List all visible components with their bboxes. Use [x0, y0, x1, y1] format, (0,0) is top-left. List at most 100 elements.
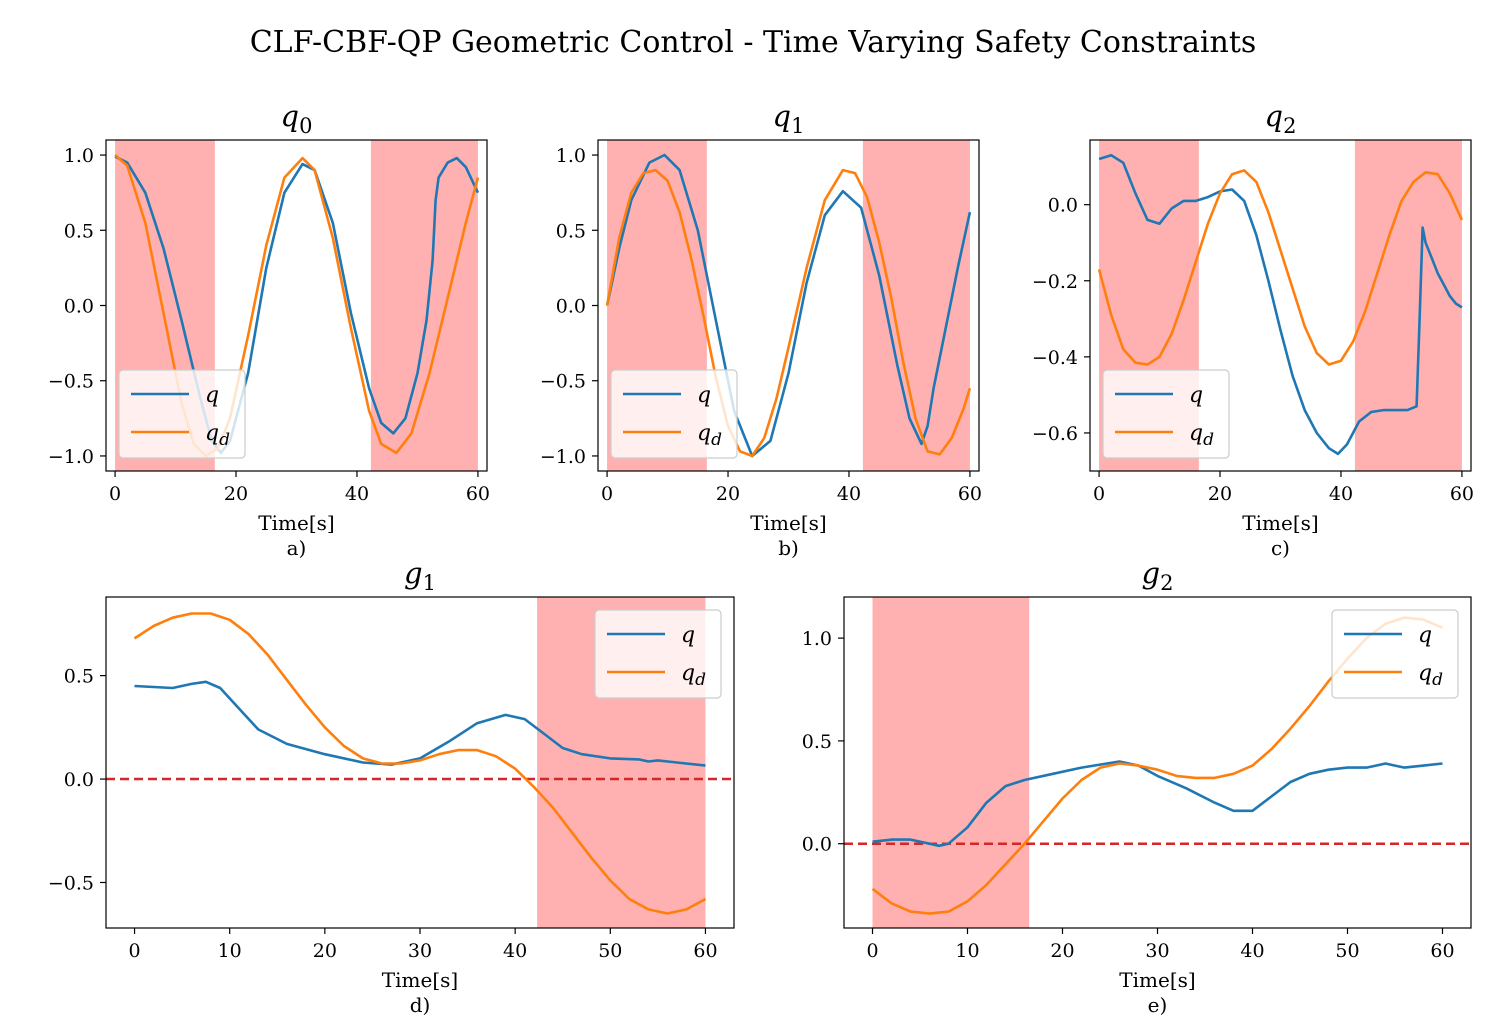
series-line-q [872, 760, 1443, 848]
y-tick-label: 0.0 [802, 834, 832, 856]
x-axis-label: Time[s] [258, 511, 334, 535]
x-tick-label: 60 [958, 483, 982, 505]
legend-label-q-d: qd [1418, 661, 1443, 690]
panel-title: q2 [1265, 99, 1297, 138]
x-tick-label: 0 [601, 483, 613, 505]
panel-caption: b) [778, 536, 799, 560]
chart-q2: 0 20 40 60 0.0 −0.2 −0.4 −0.6 Time[s]c) q2 q qd [1032, 99, 1474, 560]
series-line-q [605, 153, 972, 458]
y-tick-label: −0.2 [1032, 271, 1078, 293]
chart-q1: 0 20 40 60 1.0 0.5 0.0 −0.5 −1.0 Time[s]b) q1 q qd [540, 99, 982, 560]
series-line-q [134, 680, 706, 767]
x-tick-label: 0 [128, 940, 140, 962]
y-tick-label: −1.0 [48, 446, 94, 468]
axes-frame [1089, 139, 1472, 472]
y-tick-label: −0.4 [1032, 347, 1078, 369]
y-tick-label: −0.6 [1032, 423, 1078, 445]
y-tick-label: −0.5 [540, 371, 586, 393]
panel-caption: a) [287, 536, 307, 560]
x-tick-label: 10 [955, 940, 979, 962]
figure-suptitle: CLF-CBF-QP Geometric Control - Time Vary… [250, 25, 1257, 60]
x-tick-label: 50 [1335, 940, 1359, 962]
panel-title: q1 [773, 99, 805, 138]
y-tick-label: 0.0 [64, 296, 94, 318]
legend-label-q-d: qd [681, 661, 706, 690]
x-tick-label: 20 [1208, 483, 1232, 505]
legend-label-q: q [205, 383, 219, 408]
x-tick-label: 40 [837, 483, 861, 505]
legend-label-q: q [681, 623, 695, 648]
x-tick-label: 30 [1145, 940, 1169, 962]
x-tick-label: 10 [218, 940, 242, 962]
x-axis-label: Time[s] [1242, 511, 1318, 535]
legend: q qd [1102, 369, 1230, 459]
y-tick-label: 0.0 [1048, 195, 1078, 217]
legend-label-q-d: qd [697, 421, 722, 450]
x-tick-label: 0 [1093, 483, 1105, 505]
x-tick-label: 40 [1240, 940, 1264, 962]
x-tick-label: 60 [466, 483, 490, 505]
x-tick-label: 30 [408, 940, 432, 962]
y-tick-label: 1.0 [802, 628, 832, 650]
panel-caption: e) [1148, 993, 1168, 1017]
series-line-q-d [133, 612, 707, 915]
x-tick-label: 50 [598, 940, 622, 962]
x-axis-label: Time[s] [750, 511, 826, 535]
shaded-region [1354, 140, 1462, 471]
y-tick-label: 0.0 [556, 296, 586, 318]
legend-box [118, 369, 246, 459]
x-tick-label: 0 [866, 940, 878, 962]
legend-label-q: q [1189, 383, 1203, 408]
x-tick-label: 40 [503, 940, 527, 962]
x-tick-label: 0 [109, 483, 121, 505]
legend-label-q-d: qd [205, 421, 230, 450]
series-line-q-d [1097, 169, 1464, 366]
shaded-region [370, 140, 478, 471]
y-tick-label: 0.5 [64, 220, 94, 242]
y-tick-label: 1.0 [64, 145, 94, 167]
legend-label-q: q [697, 383, 711, 408]
y-tick-label: −0.5 [48, 371, 94, 393]
legend: q qd [594, 609, 722, 699]
shaded-region [862, 140, 970, 471]
x-tick-label: 60 [1450, 483, 1474, 505]
legend-label-q: q [1418, 623, 1432, 648]
x-tick-label: 20 [1050, 940, 1074, 962]
series-line-q [1098, 153, 1463, 456]
panel-title: g1 [404, 556, 436, 595]
legend-box [1102, 369, 1230, 459]
x-axis-label: Time[s] [382, 968, 458, 992]
x-tick-label: 20 [313, 940, 337, 962]
x-tick-label: 60 [1430, 940, 1454, 962]
shaded-region [872, 597, 1030, 928]
legend-box [1331, 609, 1459, 699]
x-tick-label: 20 [224, 483, 248, 505]
x-axis-label: Time[s] [1119, 968, 1195, 992]
y-tick-label: −0.5 [48, 872, 94, 894]
x-tick-label: 60 [693, 940, 717, 962]
chart-g1: 0 10 20 30 40 50 60 0.5 0.0 −0.5 Time[s]d) g1 q qd [48, 556, 735, 1017]
y-tick-label: −1.0 [540, 446, 586, 468]
x-tick-label: 40 [345, 483, 369, 505]
y-tick-label: 0.5 [802, 731, 832, 753]
y-tick-label: 0.5 [64, 666, 94, 688]
panel-title: q0 [281, 99, 313, 138]
legend-box [594, 609, 722, 699]
legend-label-q-d: qd [1189, 421, 1214, 450]
legend: q qd [610, 369, 738, 459]
chart-g2: 0 10 20 30 40 50 60 1.0 0.5 0.0 Time[s]e) g2 q qd [802, 556, 1472, 1017]
x-tick-label: 20 [716, 483, 740, 505]
y-tick-label: 0.0 [64, 769, 94, 791]
panel-caption: c) [1271, 536, 1290, 560]
panel-title: g2 [1142, 556, 1174, 595]
legend-box [610, 369, 738, 459]
y-tick-label: 1.0 [556, 145, 586, 167]
y-tick-label: 0.5 [556, 220, 586, 242]
x-tick-label: 40 [1329, 483, 1353, 505]
chart-q0: 0 20 40 60 1.0 0.5 0.0 −0.5 −1.0 Time[s]a) q0 q qd [48, 99, 490, 560]
series-line-q-d [605, 168, 972, 458]
legend: q qd [118, 369, 246, 459]
panel-caption: d) [410, 993, 431, 1017]
legend: q qd [1331, 609, 1459, 699]
